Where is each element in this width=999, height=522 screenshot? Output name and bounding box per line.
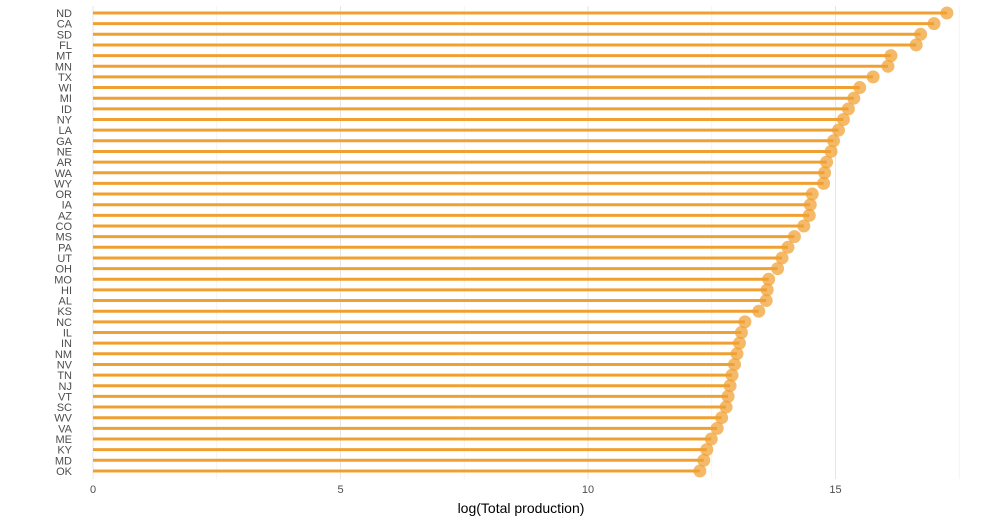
point-wy [817, 176, 831, 190]
y-axis-tick-labels: NDCASDFLMTMNTXWIMIIDNYLAGANEARWAWYORIAAZ… [54, 8, 72, 478]
y-tick-label-nj: NJ [59, 381, 72, 393]
point-la [831, 123, 845, 137]
y-tick-label-wa: WA [55, 168, 73, 180]
y-tick-label-ga: GA [56, 136, 73, 148]
point-ky [700, 443, 714, 457]
point-nv [728, 357, 742, 371]
point-mi [847, 91, 861, 105]
x-tick-label-0: 0 [90, 484, 96, 496]
point-mn [881, 59, 895, 73]
grid-lines [92, 6, 960, 479]
point-vt [721, 389, 735, 403]
y-tick-label-ny: NY [57, 115, 73, 127]
point-ks [752, 304, 766, 318]
y-tick-label-mn: MN [55, 61, 72, 73]
point-ut [775, 251, 789, 265]
point-ok [693, 464, 707, 478]
x-axis-title: log(Total production) [458, 500, 585, 516]
point-nd [940, 6, 954, 20]
point-wv [715, 411, 729, 425]
y-tick-label-ks: KS [57, 306, 72, 318]
point-mt [884, 49, 898, 63]
point-mo [762, 272, 776, 286]
point-il [734, 326, 748, 339]
point-nj [723, 379, 737, 393]
point-in [732, 336, 746, 350]
point-sc [719, 400, 733, 414]
x-tick-label-15: 15 [829, 484, 841, 496]
y-tick-label-ia: IA [62, 200, 73, 212]
point-ca [927, 17, 941, 31]
y-tick-label-me: ME [56, 434, 73, 446]
y-tick-label-hi: HI [61, 285, 72, 297]
y-tick-label-ky: KY [57, 445, 72, 457]
point-me [704, 432, 718, 446]
point-ga [827, 134, 841, 148]
point-nm [730, 347, 744, 361]
x-axis-tick-labels: 0 5 10 15 [90, 484, 842, 496]
point-co [797, 219, 811, 233]
point-ar [820, 155, 834, 169]
y-tick-label-tn: TN [57, 370, 72, 382]
y-tick-label-oh: OH [56, 264, 73, 276]
y-tick-label-ca: CA [57, 19, 73, 31]
y-tick-label-ok: OK [56, 466, 73, 478]
point-id [841, 102, 855, 116]
point-ia [803, 198, 817, 212]
point-fl [909, 38, 923, 52]
y-tick-label-sc: SC [57, 402, 72, 414]
y-tick-label-id: ID [61, 104, 72, 116]
y-tick-label-tx: TX [58, 72, 73, 84]
point-wi [853, 81, 867, 95]
y-tick-label-pa: PA [58, 242, 73, 254]
point-hi [760, 283, 774, 297]
point-pa [781, 240, 795, 254]
point-md [697, 453, 711, 467]
lollipop-points [693, 6, 954, 478]
y-tick-label-mo: MO [54, 274, 72, 286]
y-tick-label-or: OR [56, 189, 73, 201]
y-tick-label-nm: NM [55, 349, 72, 361]
y-tick-label-al: AL [59, 296, 72, 308]
y-tick-label-mt: MT [56, 51, 72, 63]
y-tick-label-wy: WY [54, 178, 72, 190]
y-tick-label-sd: SD [57, 29, 72, 41]
y-tick-label-az: AZ [58, 210, 72, 222]
point-ny [836, 113, 850, 126]
point-va [710, 421, 724, 435]
y-tick-label-ar: AR [57, 157, 72, 169]
point-wa [818, 166, 832, 180]
y-tick-label-wv: WV [54, 413, 72, 425]
y-tick-label-il: IL [63, 328, 72, 340]
point-ms [787, 230, 801, 244]
point-sd [914, 27, 928, 41]
point-al [759, 294, 773, 308]
y-tick-label-ms: MS [56, 232, 73, 244]
y-tick-label-nc: NC [56, 317, 72, 329]
point-tx [866, 70, 880, 84]
y-tick-label-mi: MI [60, 93, 72, 105]
x-tick-label-10: 10 [582, 484, 594, 496]
y-tick-label-in: IN [61, 338, 72, 350]
y-tick-label-ne: NE [57, 146, 72, 158]
point-oh [771, 262, 785, 276]
y-tick-label-co: CO [56, 221, 73, 233]
point-ne [824, 144, 838, 158]
point-az [802, 208, 816, 222]
y-tick-label-fl: FL [59, 40, 72, 52]
lollipop-stems [93, 11, 947, 473]
y-tick-label-nd: ND [56, 8, 72, 20]
point-tn [725, 368, 739, 382]
y-tick-label-va: VA [58, 423, 73, 435]
y-tick-label-vt: VT [58, 391, 72, 403]
y-tick-label-wi: WI [59, 83, 72, 95]
y-tick-label-nv: NV [57, 359, 73, 371]
point-or [805, 187, 819, 201]
y-tick-label-ut: UT [57, 253, 72, 265]
point-nc [738, 315, 752, 329]
y-tick-label-md: MD [55, 455, 72, 467]
x-tick-label-5: 5 [337, 484, 343, 496]
y-tick-label-la: LA [59, 125, 73, 137]
